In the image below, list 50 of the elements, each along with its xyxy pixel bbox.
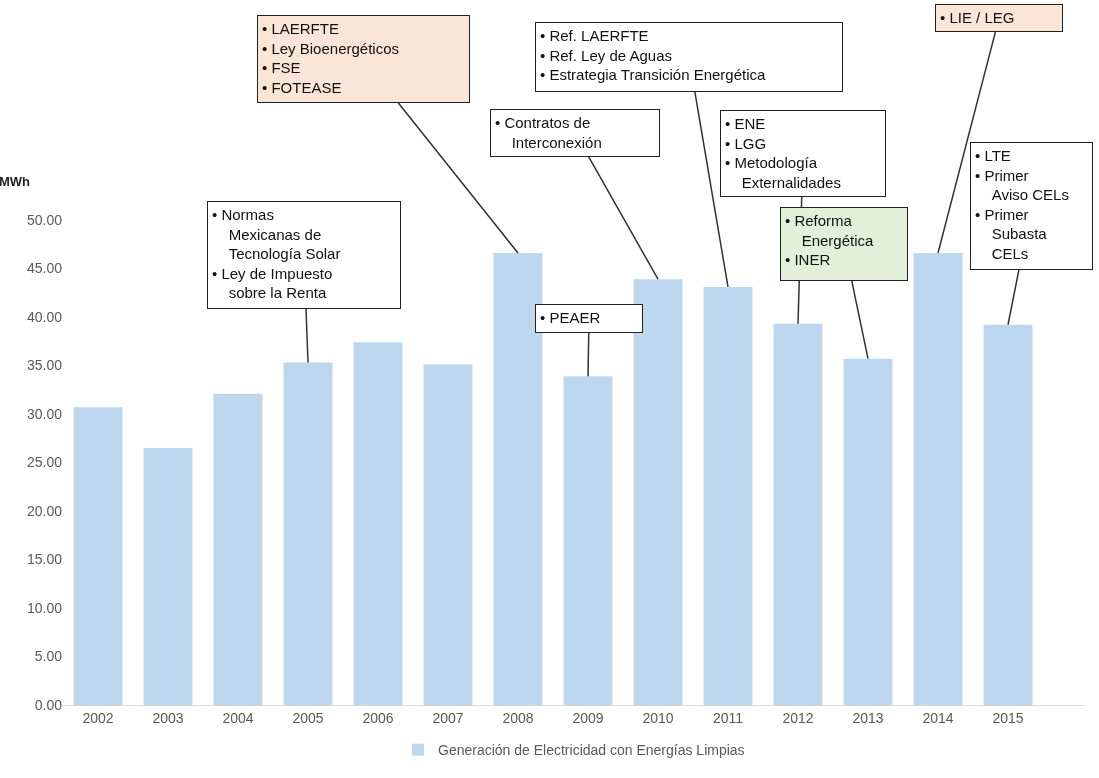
y-tick-label: 40.00 [26, 308, 63, 325]
bar [353, 342, 403, 705]
x-tick-label: 2005 [292, 709, 324, 726]
x-tick-label: 2004 [222, 709, 254, 726]
x-tick-label: 2009 [572, 709, 604, 726]
bar [73, 407, 123, 705]
bar [143, 447, 193, 705]
x-tick-label: 2014 [922, 709, 954, 726]
bar [283, 362, 333, 705]
x-tick-label: 2002 [82, 709, 114, 726]
y-tick-label: 30.00 [26, 405, 63, 422]
y-tick-label: 25.00 [26, 454, 63, 471]
annotation: • PEAER [540, 309, 601, 326]
x-tick-label: 2008 [502, 709, 534, 726]
x-tick-label: 2013 [852, 709, 884, 726]
bar [773, 323, 823, 705]
bar [913, 252, 963, 705]
annotation: • Contratos de Interconexión [495, 114, 602, 151]
annotation: • LTE • Primer Aviso CELs • Primer Subasta CELs [975, 147, 1069, 262]
legend-label: Generación de Electricidad con Energías Limpias [438, 742, 745, 759]
annotation: • Ref. LAERFTE • Ref. Ley de Aguas • Estrategia Transición Energética [540, 27, 767, 83]
y-tick-label: 15.00 [26, 551, 63, 568]
y-tick-label: 0.00 [34, 696, 63, 713]
y-tick-label: 35.00 [26, 357, 63, 374]
x-tick-label: 2011 [712, 709, 744, 726]
bar [493, 252, 543, 705]
y-tick-label: 10.00 [26, 599, 63, 616]
bar [563, 376, 613, 705]
x-tick-label: 2010 [642, 709, 674, 726]
annotation: • Reforma Energética • INER [785, 212, 875, 268]
bar [983, 324, 1033, 705]
y-tick-label: 50.00 [26, 211, 63, 228]
bar [213, 393, 263, 705]
y-axis-title: MWh [0, 174, 31, 189]
y-tick-label: 5.00 [34, 648, 63, 665]
bar [423, 364, 473, 705]
x-tick-label: 2015 [992, 709, 1024, 726]
y-tick-label: 45.00 [26, 260, 63, 277]
bar [703, 286, 753, 705]
x-tick-label: 2003 [152, 709, 184, 726]
annotation: • LIE / LEG [940, 9, 1015, 26]
bar [843, 358, 893, 705]
x-tick-label: 2006 [362, 709, 394, 726]
x-tick-label: 2012 [782, 709, 814, 726]
x-tick-label: 2007 [432, 709, 464, 726]
y-tick-label: 20.00 [26, 502, 63, 519]
annotation: • LAERFTE • Ley Bioenergéticos • FSE • FOTEASE [262, 20, 399, 96]
annotation: • ENE • LGG • Metodología Externalidades [725, 115, 841, 191]
bar [633, 279, 683, 705]
annotation: • Normas Mexicanas de Tecnología Solar • Ley de Impuesto sobre la Renta [212, 206, 341, 301]
